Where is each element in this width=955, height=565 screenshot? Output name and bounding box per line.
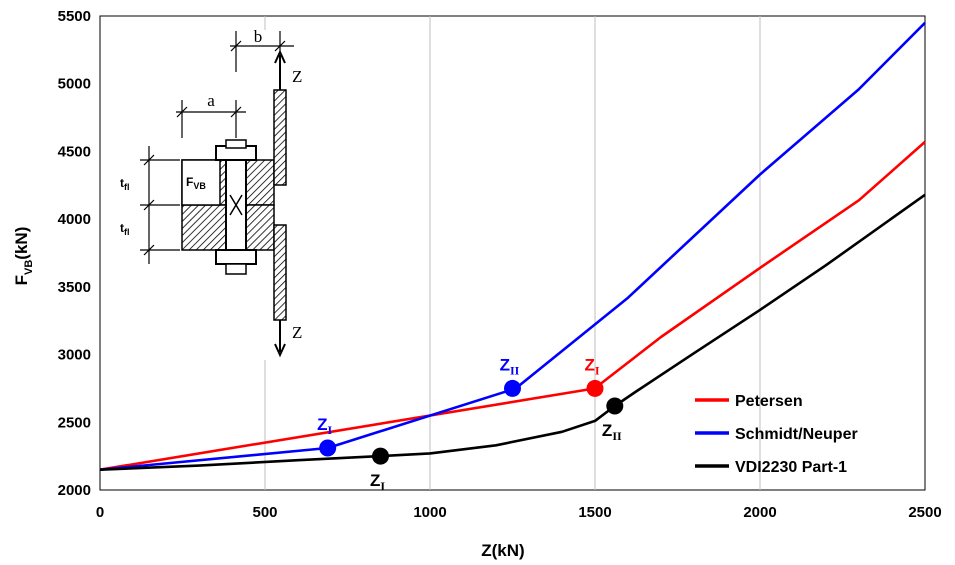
y-tick-label: 5000 — [58, 76, 91, 93]
legend-label: VDI2230 Part-1 — [735, 459, 847, 476]
y-tick-label: 5500 — [58, 8, 91, 25]
key-point-label: ZII — [500, 355, 520, 377]
y-tick-label: 4000 — [58, 211, 91, 228]
key-point-marker — [586, 379, 604, 397]
x-tick-labels: 0 500 1000 1500 2000 2500 — [96, 504, 942, 521]
dimension-a — [176, 100, 246, 138]
plot-area — [99, 15, 926, 491]
y-axis-title-unit: (kN) — [12, 227, 31, 260]
x-tick-label: 1000 — [413, 504, 446, 521]
key-point-marker — [319, 439, 337, 457]
load-label-top: Z — [292, 67, 302, 86]
bolt-nut — [215, 249, 257, 265]
x-tick-label: 2500 — [908, 504, 941, 521]
key-points: ZI ZII ZI ZI ZII — [317, 355, 624, 493]
key-point-label: ZI — [370, 471, 385, 493]
dimension-b — [230, 31, 294, 72]
dimension-b-label: b — [254, 27, 263, 46]
key-point-label: ZII — [602, 421, 622, 443]
legend-label: Petersen — [735, 393, 803, 410]
x-tick-label: 500 — [252, 504, 277, 521]
load-arrows — [274, 49, 286, 358]
y-axis-title-main: F — [12, 275, 31, 285]
flange-thickness-label-top: tfl — [120, 176, 130, 192]
y-axis-title-sub: VB — [23, 260, 35, 275]
key-point-marker — [372, 447, 389, 465]
series-line-schmidt-neuper — [99, 21, 926, 471]
grid-lines — [264, 16, 761, 490]
key-point-label: ZI — [317, 415, 332, 437]
x-tick-label: 1500 — [578, 504, 611, 521]
key-point-label: ZI — [584, 355, 599, 377]
y-tick-label: 2500 — [58, 414, 91, 431]
key-point-marker — [504, 379, 521, 397]
x-axis-title: Z(kN) — [481, 541, 524, 560]
dimension-a-label: a — [207, 91, 215, 110]
y-axis-title: FVB(kN) — [12, 227, 35, 286]
upper-web-plate — [273, 89, 287, 186]
y-tick-label: 3000 — [58, 347, 91, 364]
y-tick-labels: 2000 2500 3000 3500 4000 4500 5000 5500 — [58, 8, 91, 499]
lower-web-plate — [273, 224, 287, 321]
y-tick-label: 4500 — [58, 143, 91, 160]
key-point-marker — [606, 397, 624, 415]
y-tick-label: 3500 — [58, 279, 91, 296]
legend-label: Schmidt/Neuper — [735, 426, 858, 443]
x-tick-label: 0 — [96, 504, 104, 521]
load-label-bottom: Z — [292, 323, 302, 342]
svg-text:FVB(kN): FVB(kN) — [12, 227, 35, 286]
legend: Petersen Schmidt/Neuper VDI2230 Part-1 — [695, 393, 858, 476]
x-tick-label: 2000 — [743, 504, 776, 521]
bolted-joint-diagram: b a tfl tfl — [120, 27, 302, 360]
preload-label: FVB — [186, 175, 206, 191]
series-line-vdi2230-part-1 — [99, 193, 926, 471]
y-tick-label: 2000 — [58, 482, 91, 499]
flange-thickness-label-bottom: tfl — [120, 221, 130, 237]
flange-thickness-dims — [140, 146, 180, 264]
